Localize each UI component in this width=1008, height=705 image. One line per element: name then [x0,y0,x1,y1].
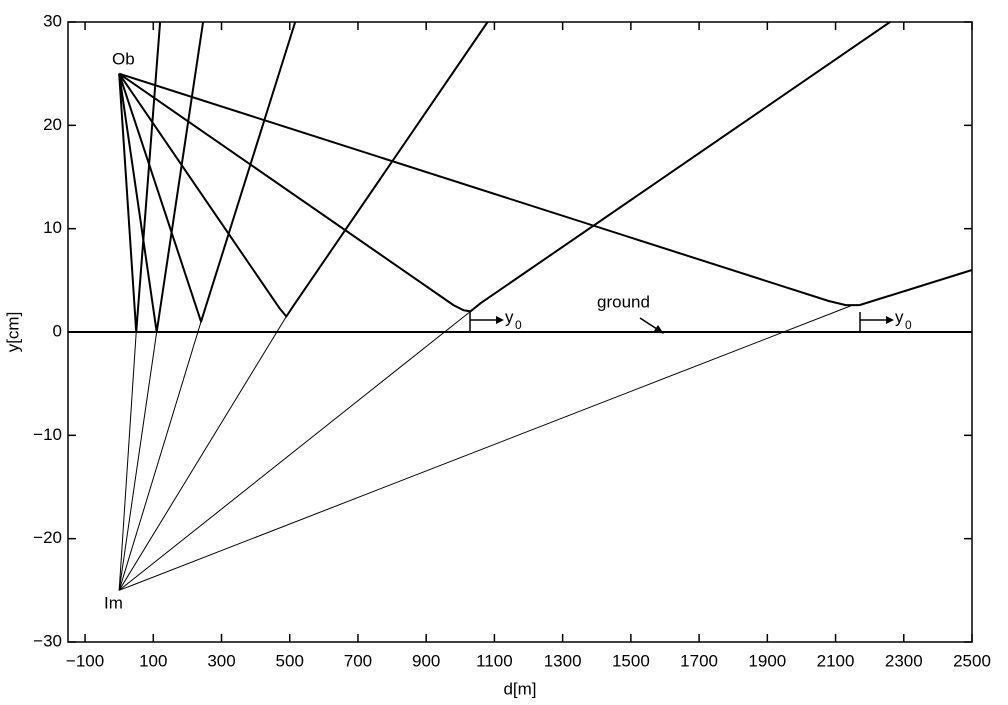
arrow-head [654,325,664,334]
ray-line [118,21,489,318]
y-tick-label: 0 [53,321,62,340]
y-axis-label: y[cm] [3,312,22,353]
x-tick-label: 300 [207,651,235,670]
x-tick-label: 900 [412,651,440,670]
y-tick-label: −20 [33,528,62,547]
ray-line [118,331,158,591]
x-tick-label: 1700 [680,651,718,670]
annotation: Im [104,593,123,612]
y-tick-label: 30 [43,11,62,30]
y0-subscript: 0 [515,318,522,332]
x-tick-label: 1500 [612,651,650,670]
x-tick-label: 1100 [476,651,513,670]
annotation: Ob [112,49,135,68]
ray-line [118,304,853,591]
x-tick-label: −100 [66,651,104,670]
y-tick-label: −30 [33,631,62,650]
y-tick-label: 20 [43,115,62,134]
y0-label: y [895,307,904,326]
plot-frame [67,21,973,643]
ray-line [118,321,202,591]
x-axis-label: d[m] [503,679,536,698]
y-tick-label: 10 [43,218,62,237]
y0-label: y [505,307,514,326]
ray-line [118,331,137,591]
arrow-head [886,316,894,324]
x-tick-label: 500 [276,651,304,670]
arrow-head [496,316,504,324]
x-tick-label: 1900 [748,651,786,670]
ray-line [118,310,471,591]
x-tick-label: 2500 [953,651,991,670]
ray-line [118,72,973,307]
x-tick-label: 1300 [544,651,582,670]
x-tick-label: 100 [139,651,167,670]
ray-line [118,21,891,313]
x-tick-label: 700 [344,651,372,670]
x-tick-label: 2300 [885,651,923,670]
x-tick-label: 2100 [817,651,855,670]
y0-subscript: 0 [905,318,912,332]
ray-line [118,316,287,591]
ray-line [118,21,297,323]
y-tick-label: −10 [33,425,62,444]
annotation: ground [597,292,650,311]
